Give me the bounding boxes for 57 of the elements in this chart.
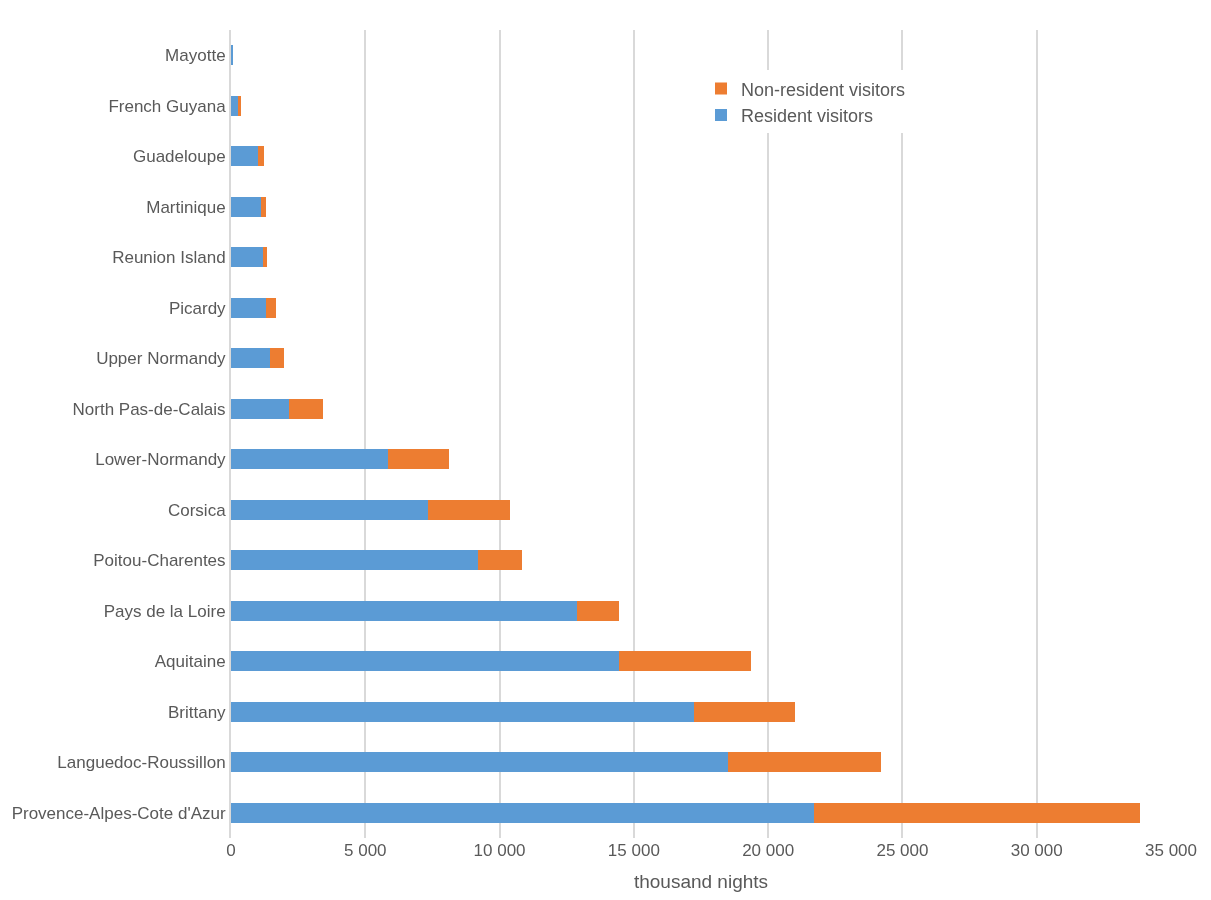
bar xyxy=(231,802,815,823)
bar xyxy=(231,95,239,116)
y-tick-label: Upper Normandy xyxy=(96,349,227,369)
bar xyxy=(231,651,619,672)
bar xyxy=(238,95,241,116)
bar xyxy=(694,701,796,722)
y-tick-label: Poitou-Charentes xyxy=(93,551,226,571)
y-tick-label: Corsica xyxy=(167,500,227,520)
y-tick-label: Languedoc-Roussillon xyxy=(57,753,226,773)
bar xyxy=(289,398,323,419)
bar xyxy=(265,297,277,318)
bar xyxy=(577,600,620,621)
bar xyxy=(231,499,429,520)
bar xyxy=(231,196,261,217)
y-tick-label: Pays de la Loire xyxy=(103,601,226,621)
y-tick-label: Mayotte xyxy=(165,46,226,66)
bar xyxy=(231,398,290,419)
legend-label: Resident visitors xyxy=(741,106,874,127)
bar xyxy=(258,146,264,167)
x-tick-label: 0 xyxy=(226,841,236,860)
bar xyxy=(231,146,259,167)
bar xyxy=(231,752,728,773)
bar xyxy=(231,701,695,722)
x-tick-label: 25 000 xyxy=(876,841,929,860)
bar xyxy=(727,752,881,773)
y-tick-label: French Guyana xyxy=(108,96,227,116)
bar xyxy=(478,550,523,571)
bar xyxy=(231,297,266,318)
bar xyxy=(262,247,267,268)
x-tick-label: 15 000 xyxy=(607,841,660,860)
x-tick-label: 20 000 xyxy=(742,841,795,860)
y-tick-label: Picardy xyxy=(168,298,227,318)
y-tick-label: Brittany xyxy=(167,702,227,722)
bar xyxy=(260,196,266,217)
bar xyxy=(814,802,1140,823)
bar xyxy=(231,348,271,369)
x-tick-label: 30 000 xyxy=(1010,841,1063,860)
x-tick-label: 5 000 xyxy=(344,841,387,860)
y-tick-label: Provence-Alpes-Cote d'Azur xyxy=(11,803,226,823)
bar xyxy=(231,449,388,470)
bar xyxy=(231,247,263,268)
bar xyxy=(387,449,450,470)
y-tick-label: Aquitaine xyxy=(154,652,226,672)
bar xyxy=(270,348,285,369)
x-tick-label: 35 000 xyxy=(1145,841,1197,860)
y-tick-label: Martinique xyxy=(146,197,226,217)
bar xyxy=(231,600,578,621)
y-tick-label: Guadeloupe xyxy=(132,147,226,167)
x-tick-label: 10 000 xyxy=(473,841,526,860)
y-tick-label: Reunion Island xyxy=(112,248,226,268)
legend-label: Non-resident visitors xyxy=(741,79,906,100)
y-tick-label: North Pas-de-Calais xyxy=(72,399,226,419)
bar xyxy=(428,499,510,520)
y-tick-label: Lower-Normandy xyxy=(95,450,227,470)
bar xyxy=(231,550,479,571)
x-axis-title: thousand nights xyxy=(633,870,769,892)
bar xyxy=(618,651,752,672)
